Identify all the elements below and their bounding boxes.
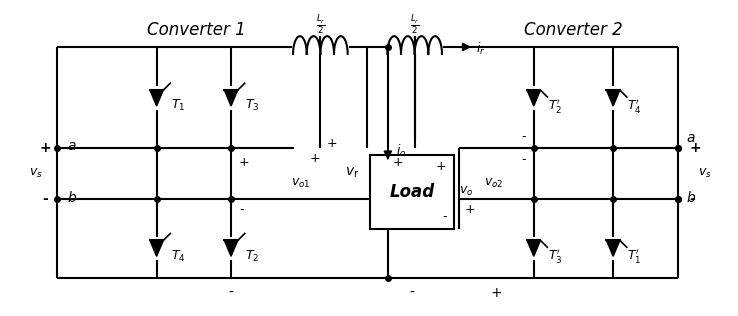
Text: +: +: [239, 156, 249, 169]
Text: $v_s$: $v_s$: [29, 167, 42, 180]
Text: $T_1'$: $T_1'$: [627, 247, 641, 265]
Text: -: -: [239, 203, 244, 216]
Polygon shape: [607, 240, 620, 256]
Text: $a$: $a$: [67, 139, 77, 153]
Text: +: +: [435, 160, 446, 173]
Text: $T_4'$: $T_4'$: [627, 97, 641, 115]
Text: $a$: $a$: [686, 131, 695, 145]
Text: $b$: $b$: [67, 190, 77, 205]
Text: -: -: [442, 210, 446, 223]
Polygon shape: [150, 90, 163, 106]
Bar: [370, 155, 455, 229]
Text: $v_s$: $v_s$: [697, 167, 711, 180]
Polygon shape: [150, 240, 163, 256]
Text: Converter 2: Converter 2: [524, 21, 623, 39]
Polygon shape: [527, 90, 540, 106]
Text: -: -: [43, 192, 48, 206]
Text: $v_\mathrm{r}$: $v_\mathrm{r}$: [345, 166, 359, 180]
Text: $\frac{L_r}{2}$: $\frac{L_r}{2}$: [316, 14, 325, 37]
Text: +: +: [689, 141, 701, 155]
Text: -: -: [689, 192, 695, 206]
Polygon shape: [527, 240, 540, 256]
Text: $\frac{L_r}{2}$: $\frac{L_r}{2}$: [410, 14, 419, 37]
Text: $v_o$: $v_o$: [459, 185, 474, 198]
Text: $T_2'$: $T_2'$: [548, 97, 562, 115]
Polygon shape: [224, 90, 238, 106]
Text: -: -: [229, 286, 233, 300]
Text: Load: Load: [390, 183, 435, 201]
Text: -: -: [522, 154, 526, 167]
Text: +: +: [464, 203, 475, 216]
Text: +: +: [327, 137, 337, 150]
Text: +: +: [40, 141, 51, 155]
Text: +: +: [490, 286, 502, 300]
Text: Converter 1: Converter 1: [147, 21, 246, 39]
Text: $b$: $b$: [686, 190, 696, 205]
Polygon shape: [224, 240, 238, 256]
Text: -: -: [522, 130, 526, 143]
Text: $v_{o1}$: $v_{o1}$: [291, 177, 310, 190]
Polygon shape: [607, 90, 620, 106]
Text: $T_2$: $T_2$: [245, 249, 259, 264]
Text: +: +: [393, 156, 404, 169]
Text: $T_1$: $T_1$: [170, 98, 185, 113]
Text: $T_3$: $T_3$: [245, 98, 260, 113]
Text: $T_3'$: $T_3'$: [548, 247, 562, 265]
Text: $T_4$: $T_4$: [170, 249, 185, 264]
Text: +: +: [310, 151, 321, 165]
Text: $i_r$: $i_r$: [476, 41, 486, 57]
Text: $i_o$: $i_o$: [396, 143, 406, 159]
Text: $v_{o2}$: $v_{o2}$: [484, 177, 504, 190]
Text: -: -: [410, 286, 415, 300]
